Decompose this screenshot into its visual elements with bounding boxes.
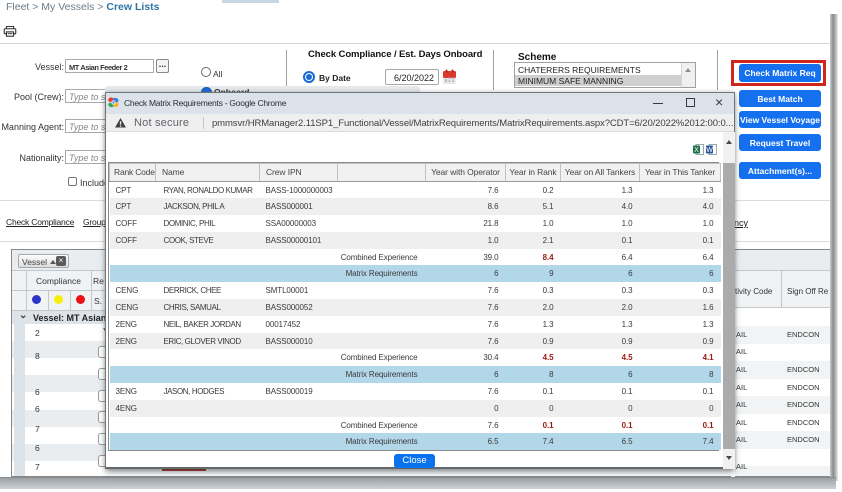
svg-text:W: W xyxy=(706,147,713,154)
svg-text:X: X xyxy=(694,147,699,154)
